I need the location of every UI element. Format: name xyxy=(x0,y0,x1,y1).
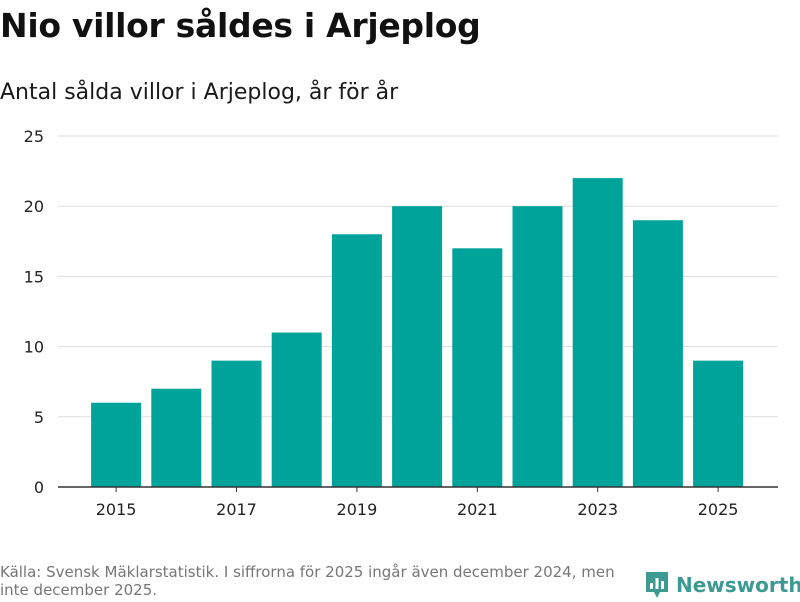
bar-2018 xyxy=(271,332,322,487)
bar-2024 xyxy=(632,220,683,488)
y-tick-label-15: 15 xyxy=(24,267,44,286)
y-tick-label-20: 20 xyxy=(24,197,44,216)
x-tick-label-2025: 2025 xyxy=(698,500,739,519)
bar-2019 xyxy=(331,234,382,487)
chart-title: Nio villor såldes i Arjeplog xyxy=(0,6,481,45)
bar-2025 xyxy=(693,360,744,487)
bar-2020 xyxy=(392,206,443,487)
y-tick-label-10: 10 xyxy=(24,338,44,357)
x-tick-label-2015: 2015 xyxy=(96,500,137,519)
bar-2022 xyxy=(512,206,563,487)
x-tick-label-2019: 2019 xyxy=(337,500,378,519)
bar-2016 xyxy=(151,388,202,487)
source-note: Källa: Svensk Mäklarstatistik. I siffror… xyxy=(0,563,615,599)
brand-logo: Newsworthy xyxy=(644,568,800,602)
brand-name: Newsworthy xyxy=(676,573,800,597)
x-tick-label-2023: 2023 xyxy=(577,500,618,519)
newsworthy-logo-icon xyxy=(646,572,668,598)
x-tick-label-2017: 2017 xyxy=(216,500,257,519)
y-tick-label-25: 25 xyxy=(24,127,44,146)
y-tick-label-0: 0 xyxy=(34,478,44,497)
bar-2017 xyxy=(211,360,262,487)
x-tick-label-2021: 2021 xyxy=(457,500,498,519)
y-tick-label-5: 5 xyxy=(34,408,44,427)
bar-2015 xyxy=(91,402,142,487)
bar-2021 xyxy=(452,248,503,487)
chart-subtitle: Antal sålda villor i Arjeplog, år för år xyxy=(0,80,399,105)
bar-2023 xyxy=(572,178,623,487)
